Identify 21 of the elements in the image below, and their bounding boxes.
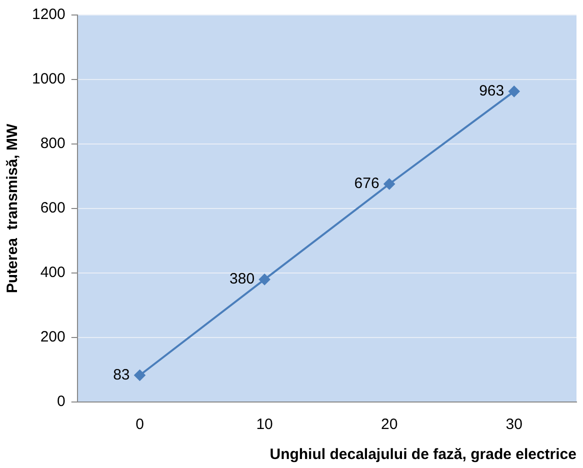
point xyxy=(508,86,520,97)
data-label: 676 xyxy=(354,175,380,192)
y-tick-label: 200 xyxy=(40,328,66,346)
x-tick-label: 0 xyxy=(136,416,144,434)
data-label: 83 xyxy=(113,366,130,384)
y-tick-label: 400 xyxy=(40,264,66,282)
y-tick-label: 1000 xyxy=(32,70,66,88)
y-axis-title: Puterea transmisă, MW xyxy=(4,123,22,294)
y-tick-label: 0 xyxy=(57,393,66,410)
x-axis-title: Unghiul decalajului de fază, grade electrice xyxy=(270,446,576,464)
data-label: 963 xyxy=(479,82,504,100)
x-tick-label: 30 xyxy=(506,416,522,434)
y-tick-label: 1200 xyxy=(32,6,66,24)
point xyxy=(134,370,146,381)
x-tick-label: 10 xyxy=(256,416,273,434)
point xyxy=(259,274,270,285)
x-tick-label: 20 xyxy=(380,416,398,434)
data-label: 380 xyxy=(230,270,255,288)
point xyxy=(384,178,395,190)
y-tick-label: 600 xyxy=(40,200,66,217)
y-tick-label: 800 xyxy=(40,135,66,152)
